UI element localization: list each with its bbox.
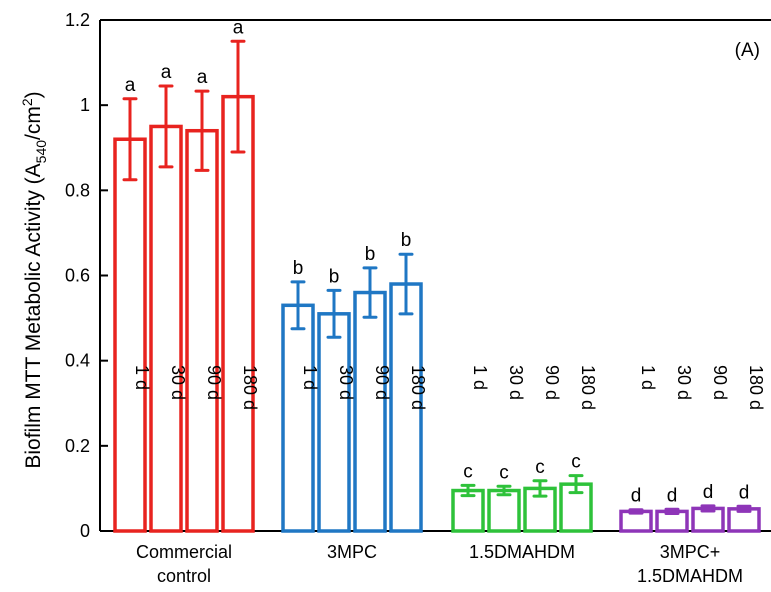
axes: 0 0.2 0.4 0.6 0.8 1 1.2: [65, 10, 771, 541]
bar: [113, 137, 147, 533]
category-label: 1.5DMAHDM: [469, 542, 575, 562]
significance-letter: c: [499, 462, 509, 483]
time-label: 1 d: [470, 365, 490, 390]
significance-letter: c: [535, 457, 545, 478]
significance-letter: d: [703, 482, 714, 503]
significance-letter: d: [667, 485, 678, 506]
category-label: 1.5DMAHDM: [637, 566, 743, 586]
time-label: 30 d: [674, 365, 694, 400]
time-label: 180 d: [578, 365, 598, 410]
time-label: 30 d: [336, 365, 356, 400]
y-tick-label: 0.6: [65, 266, 90, 286]
time-label: 90 d: [710, 365, 730, 400]
category-label: 3MPC: [327, 542, 377, 562]
time-label: 90 d: [542, 365, 562, 400]
time-label: 180 d: [746, 365, 766, 410]
significance-letter: c: [571, 452, 581, 473]
bar: [487, 488, 521, 533]
y-axis-label-mid: /cm: [22, 106, 45, 140]
y-axis-label: Biofilm MTT Metabolic Activity (A540/cm2…: [19, 91, 49, 468]
significance-letter: a: [233, 17, 244, 38]
y-tick-label: 1: [80, 95, 90, 115]
bar: [185, 128, 219, 533]
significance-letter: d: [631, 486, 642, 507]
time-label: 90 d: [372, 365, 392, 400]
y-tick-label: 0.4: [65, 351, 90, 371]
y-tick-label: 0: [80, 521, 90, 541]
significance-letter: b: [401, 230, 412, 251]
significance-letter: b: [329, 266, 340, 287]
bar: [221, 94, 255, 533]
y-axis-label-main: Biofilm MTT Metabolic Activity (A: [22, 163, 45, 468]
time-label: 180 d: [408, 365, 428, 410]
y-tick-label: 0.2: [65, 436, 90, 456]
significance-letter: a: [125, 75, 136, 96]
significance-letter: b: [365, 244, 376, 265]
time-label: 180 d: [240, 365, 260, 410]
bar: [353, 290, 387, 533]
significance-letter: a: [197, 67, 208, 88]
bars: [113, 39, 761, 533]
bar: [281, 303, 315, 533]
panel-label: (A): [735, 40, 760, 61]
chart-labels: a 1 d a 30 d a 90 d a 180 d Commercial control b 1 …: [125, 17, 766, 586]
time-label: 1 d: [638, 365, 658, 390]
time-label: 30 d: [168, 365, 188, 400]
category-label: 3MPC+: [660, 542, 721, 562]
time-label: 1 d: [300, 365, 320, 390]
bar: [149, 124, 183, 533]
time-label: 30 d: [506, 365, 526, 400]
significance-letter: b: [293, 258, 304, 279]
significance-letter: d: [739, 482, 750, 503]
time-label: 90 d: [204, 365, 224, 400]
y-axis-label-sub: 540: [33, 140, 49, 164]
y-tick-label: 0.8: [65, 180, 90, 200]
category-label: control: [157, 566, 211, 586]
y-axis-label-sup: 2: [19, 98, 35, 106]
y-tick-label: 1.2: [65, 10, 90, 30]
significance-letter: a: [161, 62, 172, 83]
bar: [317, 312, 351, 533]
significance-letter: c: [463, 461, 473, 482]
y-axis-label-end: ): [22, 91, 45, 98]
time-label: 1 d: [132, 365, 152, 390]
category-label: Commercial: [136, 542, 232, 562]
